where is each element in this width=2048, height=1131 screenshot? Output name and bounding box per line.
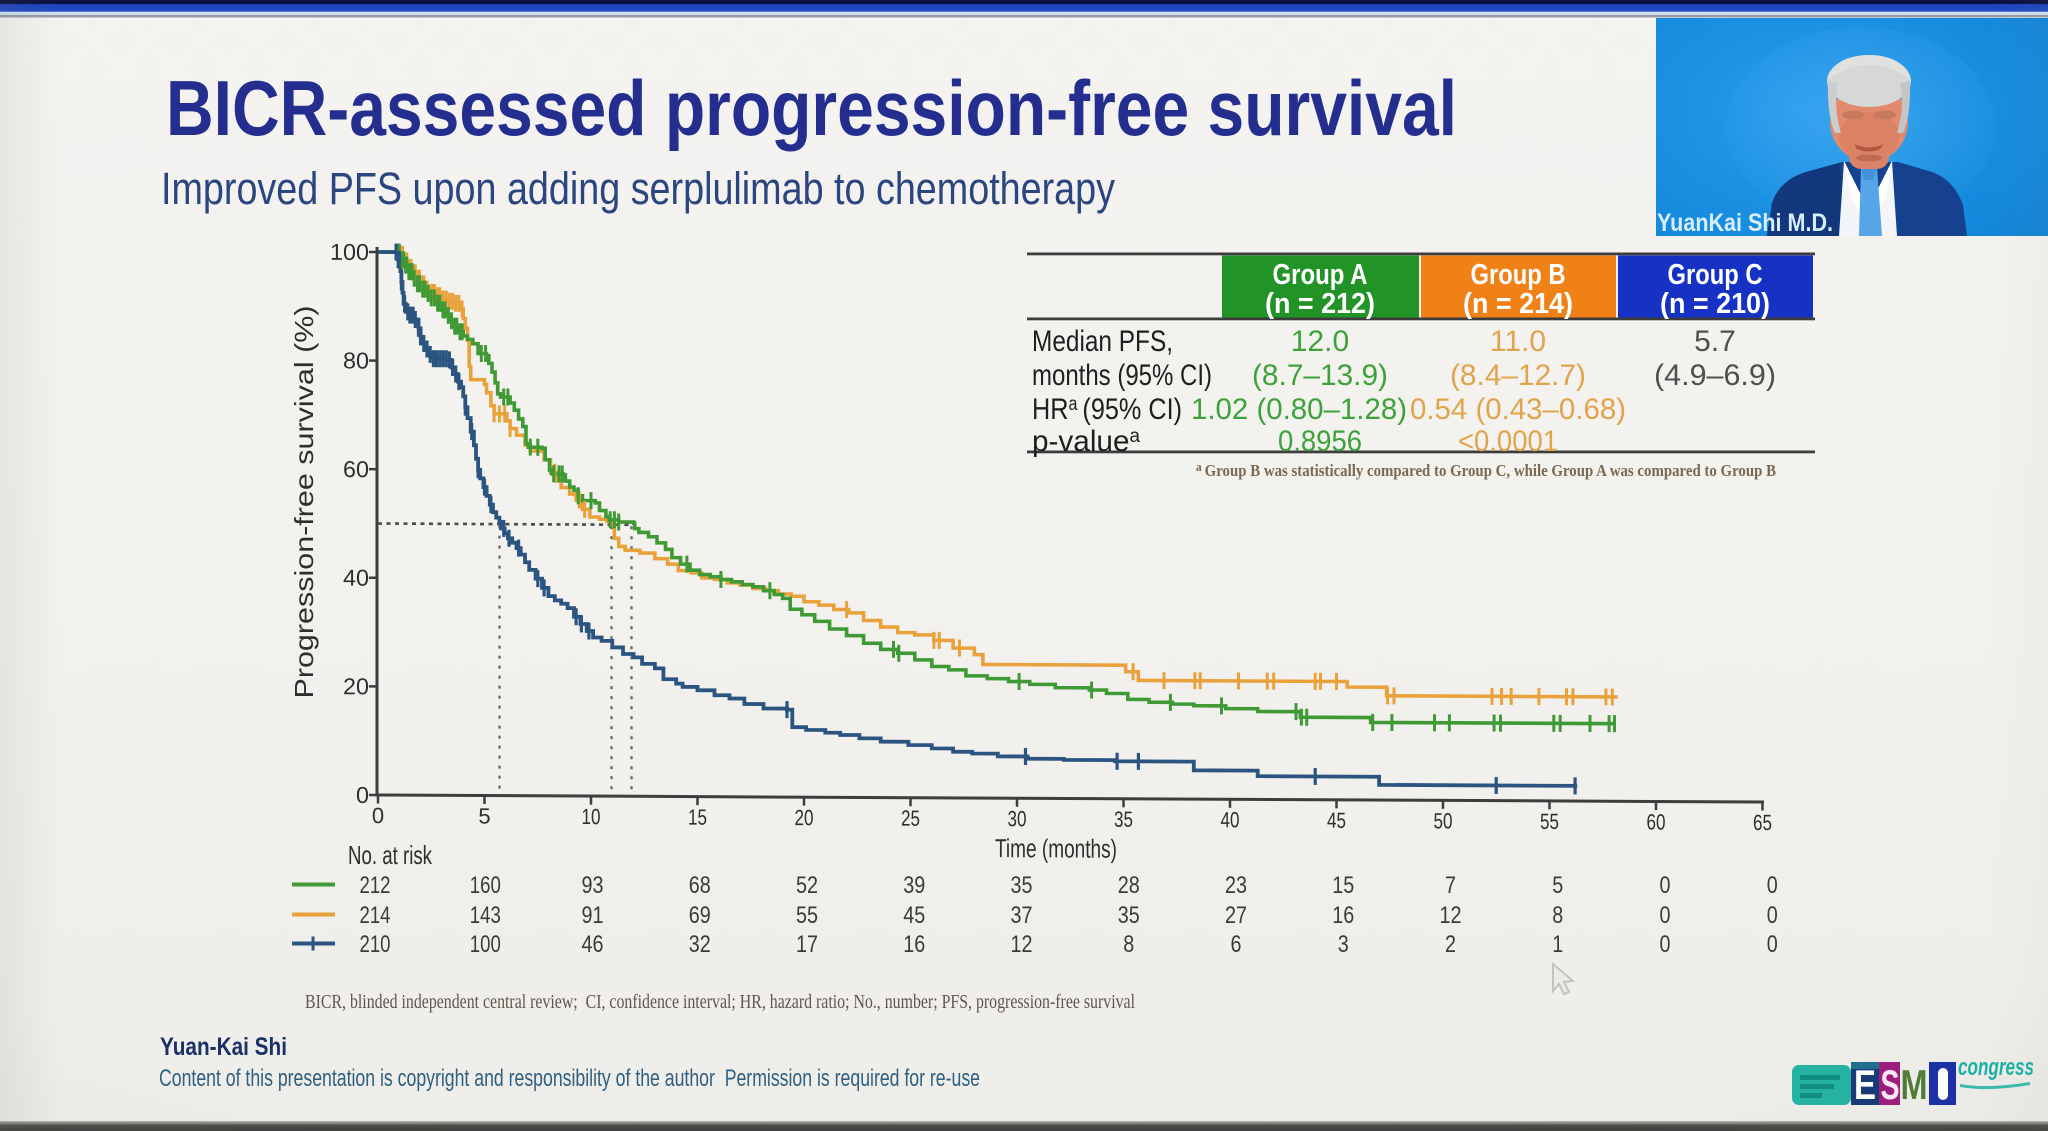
svg-text:Improved PFS upon adding serpl: Improved PFS upon adding serplulimab to … [161, 163, 1115, 214]
svg-text:69: 69 [689, 902, 711, 929]
svg-text:160: 160 [470, 872, 501, 899]
svg-text:(n = 210): (n = 210) [1660, 288, 1770, 320]
svg-text:BICR, blinded independent cent: BICR, blinded independent central review… [305, 991, 1135, 1013]
svg-text:0: 0 [356, 782, 369, 808]
svg-text:212: 212 [360, 872, 391, 899]
svg-text:50: 50 [1434, 808, 1453, 833]
svg-text:5: 5 [1552, 872, 1563, 899]
svg-text:35: 35 [1011, 872, 1033, 899]
svg-text:45: 45 [903, 902, 925, 929]
svg-text:(8.7–13.9): (8.7–13.9) [1252, 359, 1388, 392]
svg-text:months (95% CI): months (95% CI) [1032, 359, 1212, 392]
svg-text:68: 68 [689, 872, 711, 899]
svg-text:1.02 (0.80–1.28): 1.02 (0.80–1.28) [1191, 393, 1407, 426]
svg-text:No. at risk: No. at risk [348, 840, 433, 870]
svg-text:Progression-free survival (%): Progression-free survival (%) [289, 306, 319, 699]
svg-text:Group C: Group C [1668, 259, 1763, 291]
svg-text:Group A: Group A [1273, 259, 1368, 291]
svg-text:17: 17 [796, 931, 818, 958]
svg-text:15: 15 [688, 805, 707, 830]
svg-text:55: 55 [796, 902, 818, 929]
svg-text:46: 46 [582, 931, 604, 958]
svg-text:Group B: Group B [1471, 259, 1566, 291]
svg-text:7: 7 [1445, 872, 1456, 899]
svg-text:8: 8 [1552, 902, 1563, 929]
svg-text:40: 40 [343, 565, 369, 591]
svg-text:S: S [1881, 1061, 1900, 1108]
svg-text:39: 39 [903, 872, 925, 899]
svg-text:a Group B was statistically co: a Group B was statistically compared to … [1196, 459, 1776, 480]
svg-text:(8.4–12.7): (8.4–12.7) [1450, 359, 1586, 392]
svg-text:40: 40 [1221, 807, 1240, 832]
svg-text:0: 0 [1660, 931, 1671, 958]
svg-text:5: 5 [478, 804, 490, 829]
svg-text:Median PFS,: Median PFS, [1032, 325, 1173, 358]
svg-text:3: 3 [1338, 931, 1349, 958]
svg-text:214: 214 [360, 902, 391, 929]
svg-text:35: 35 [1118, 902, 1140, 929]
svg-text:16: 16 [1332, 902, 1354, 929]
svg-text:12: 12 [1011, 931, 1033, 958]
svg-text:<0.0001: <0.0001 [1458, 425, 1558, 458]
svg-text:6: 6 [1231, 931, 1242, 958]
svg-text:Time (months): Time (months) [995, 833, 1117, 864]
svg-text:100: 100 [330, 239, 369, 265]
svg-text:45: 45 [1327, 808, 1346, 833]
svg-text:0.8956: 0.8956 [1278, 425, 1362, 458]
svg-text:52: 52 [796, 872, 818, 899]
svg-text:60: 60 [1646, 809, 1665, 834]
svg-text:93: 93 [582, 872, 604, 899]
svg-text:congress: congress [1958, 1058, 2034, 1081]
svg-text:55: 55 [1540, 809, 1559, 834]
svg-text:15: 15 [1332, 872, 1354, 899]
svg-text:Yuan-Kai Shi: Yuan-Kai Shi [160, 1033, 287, 1061]
svg-text:20: 20 [343, 673, 369, 699]
svg-text:37: 37 [1011, 902, 1033, 929]
svg-text:23: 23 [1225, 872, 1247, 899]
svg-text:25: 25 [901, 806, 920, 831]
svg-text:1: 1 [1552, 931, 1563, 958]
svg-text:35: 35 [1114, 807, 1133, 832]
svg-text:0: 0 [1767, 872, 1778, 899]
svg-text:100: 100 [470, 931, 501, 958]
svg-text:143: 143 [470, 902, 501, 929]
svg-text:27: 27 [1225, 902, 1247, 929]
svg-text:0.54 (0.43–0.68): 0.54 (0.43–0.68) [1410, 393, 1626, 426]
svg-text:(n = 212): (n = 212) [1265, 288, 1375, 320]
svg-text:16: 16 [903, 931, 925, 958]
svg-text:32: 32 [689, 931, 711, 958]
svg-text:5.7: 5.7 [1694, 325, 1736, 358]
svg-text:20: 20 [795, 805, 814, 830]
svg-text:(n = 214): (n = 214) [1463, 288, 1573, 320]
svg-text:10: 10 [582, 804, 601, 829]
svg-text:28: 28 [1118, 872, 1140, 899]
svg-text:12: 12 [1440, 902, 1462, 929]
svg-text:65: 65 [1753, 810, 1772, 835]
svg-text:80: 80 [343, 347, 369, 373]
svg-text:0: 0 [1767, 902, 1778, 929]
svg-text:Content of this presentation i: Content of this presentation is copyrigh… [159, 1065, 980, 1092]
svg-text:M: M [1901, 1061, 1928, 1108]
svg-text:210: 210 [360, 931, 391, 958]
svg-text:30: 30 [1008, 806, 1027, 831]
svg-text:91: 91 [582, 902, 604, 929]
svg-text:0: 0 [1767, 931, 1778, 958]
svg-text:11.0: 11.0 [1490, 325, 1546, 358]
svg-text:YuanKai Shi M.D.: YuanKai Shi M.D. [1657, 209, 1833, 236]
svg-text:E: E [1854, 1061, 1876, 1108]
svg-text:(4.9–6.9): (4.9–6.9) [1654, 359, 1776, 392]
svg-text:60: 60 [343, 456, 369, 482]
svg-text:HRa (95% CI): HRa (95% CI) [1032, 393, 1182, 426]
svg-text:2: 2 [1445, 931, 1456, 958]
svg-text:8: 8 [1123, 931, 1134, 958]
svg-text:0: 0 [1660, 872, 1671, 899]
svg-text:12.0: 12.0 [1291, 325, 1349, 358]
svg-text:0: 0 [372, 803, 384, 828]
svg-text:p-valuea: p-valuea [1032, 425, 1140, 458]
svg-text:BICR-assessed progression-free: BICR-assessed progression-free survival [166, 64, 1457, 152]
svg-text:0: 0 [1660, 902, 1671, 929]
